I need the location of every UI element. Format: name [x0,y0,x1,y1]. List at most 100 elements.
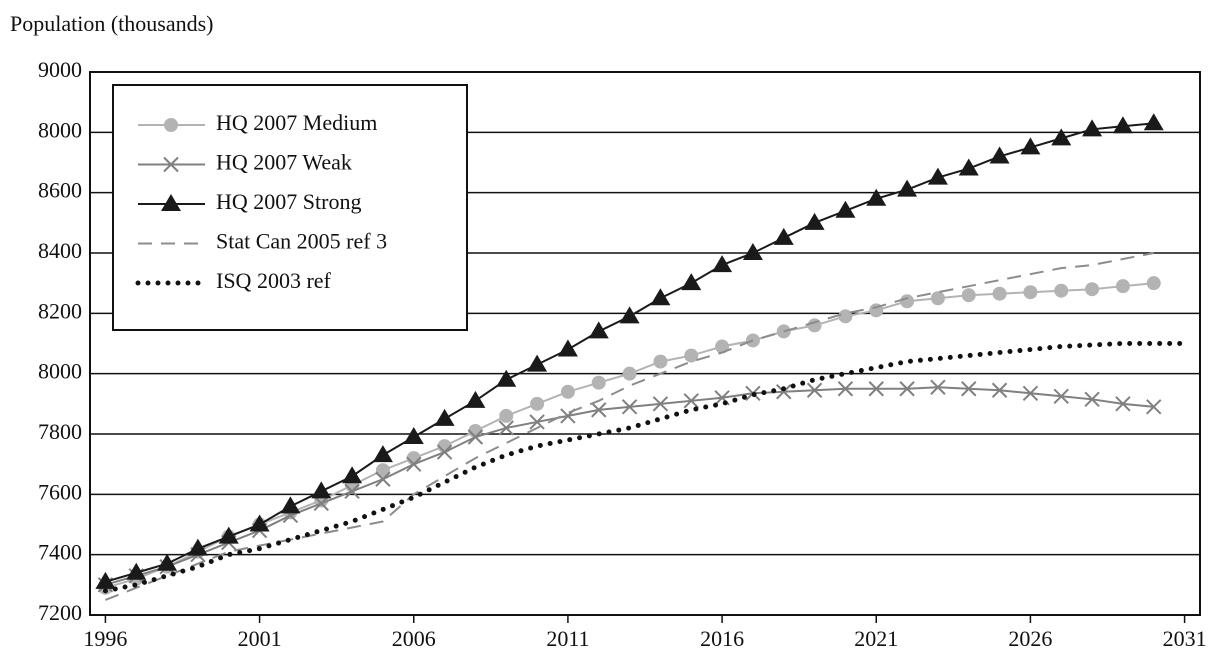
marker [344,483,360,500]
marker [776,384,792,400]
marker [1082,119,1103,137]
x-tick-label: 2011 [546,626,589,651]
marker [683,393,699,409]
marker [249,514,270,532]
marker [650,288,671,306]
marker [712,255,733,273]
marker [1085,282,1100,297]
marker [161,194,181,211]
y-tick-label: 8400 [38,238,82,263]
marker [1146,399,1162,415]
y-tick-label: 8000 [38,359,82,384]
marker [684,348,699,363]
marker [1084,391,1100,408]
marker [280,496,301,514]
x-tick-label: 2001 [238,626,282,651]
marker [1115,279,1130,294]
marker [681,273,702,291]
marker [436,444,453,460]
x-tick-label: 1996 [83,626,127,651]
marker [653,354,668,369]
marker [163,156,179,173]
marker [715,339,730,354]
marker [157,553,178,571]
legend-label: HQ 2007 Strong [216,189,361,214]
marker [804,212,825,230]
marker [313,495,329,512]
marker [496,369,517,387]
legend-label: Stat Can 2005 ref 3 [216,229,387,254]
marker [838,309,853,324]
marker [164,118,178,132]
marker [342,466,363,484]
series [97,379,1162,593]
x-tick-label: 2026 [1008,626,1052,651]
x-tick-label: 2016 [700,626,744,651]
marker [560,384,575,399]
marker [467,429,484,445]
marker [1053,388,1069,404]
x-tick-label: 2031 [1163,626,1207,651]
marker [992,286,1007,301]
y-tick-label: 7800 [38,419,82,444]
marker [621,399,638,415]
marker [1022,385,1039,401]
plot-frame [89,71,1201,616]
marker [1143,113,1164,131]
marker [837,381,854,397]
marker [1146,276,1161,291]
marker [773,227,794,245]
y-tick-label: 7200 [38,600,82,625]
marker [652,396,669,412]
marker [591,375,606,390]
legend: HQ 2007 Medium HQ 2007 Weak HQ 2007 Strong… [112,84,468,331]
marker [1023,285,1038,300]
marker [899,381,915,397]
marker [989,146,1010,164]
y-tick-label: 8000 [38,117,82,142]
marker [807,318,822,333]
marker [622,366,637,381]
marker [619,306,640,324]
marker [991,382,1008,398]
marker [499,408,514,423]
legend-label: HQ 2007 Weak [216,150,352,175]
marker [1051,128,1072,146]
legend-label: HQ 2007 Medium [216,110,377,135]
marker [930,291,945,306]
marker [375,471,391,487]
marker [1112,116,1133,134]
marker [434,408,455,426]
marker [806,382,823,398]
marker [95,571,116,589]
marker [897,179,918,197]
marker [927,167,948,185]
marker [187,538,208,556]
y-axis-label: Population (thousands) [10,11,214,36]
marker [961,288,976,303]
marker [835,200,856,218]
marker [311,481,332,499]
marker [591,402,607,418]
y-tick-label: 7400 [38,540,82,565]
marker [958,158,979,176]
marker [465,390,486,408]
marker [527,354,548,372]
x-tick-label: 2021 [854,626,898,651]
marker [126,562,147,580]
marker [742,243,763,260]
marker [588,321,609,339]
marker [498,420,514,436]
marker [403,427,424,445]
marker [557,339,578,357]
y-tick-label: 9000 [38,57,82,82]
marker [530,396,545,411]
marker [218,526,239,544]
series [95,113,1164,589]
marker [1115,396,1131,412]
y-tick-label: 8200 [38,298,82,323]
marker [1054,283,1069,298]
x-tick-label: 2006 [392,626,436,651]
